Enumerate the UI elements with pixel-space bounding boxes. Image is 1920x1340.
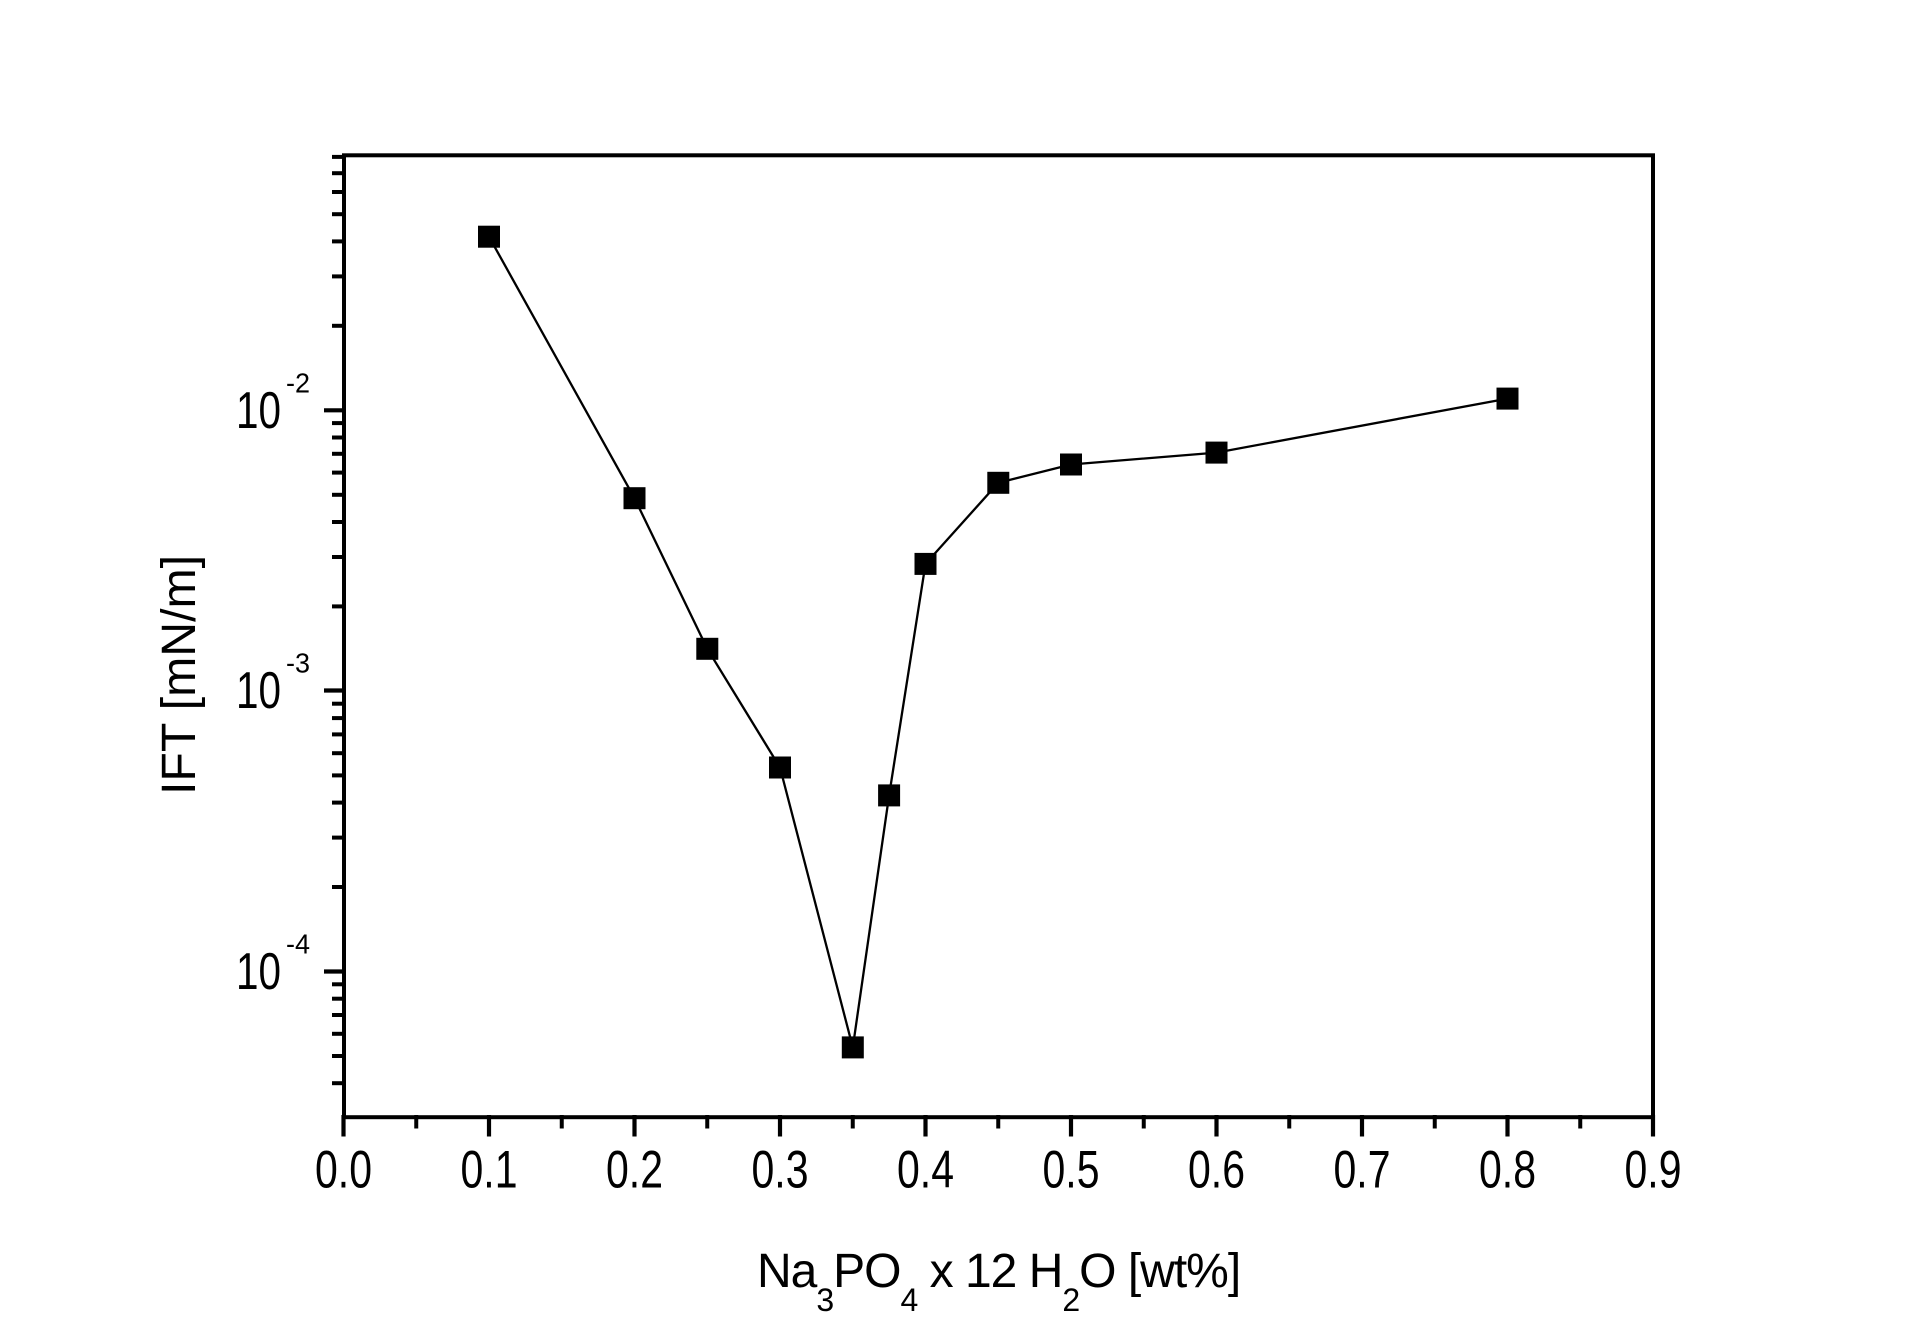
svg-text:0.8: 0.8	[1479, 1141, 1536, 1200]
svg-text:0.9: 0.9	[1625, 1141, 1682, 1200]
svg-text:-3: -3	[286, 648, 310, 679]
svg-text:-4: -4	[286, 929, 310, 960]
svg-text:0.0: 0.0	[315, 1141, 372, 1200]
svg-text:-2: -2	[286, 368, 310, 399]
svg-text:0.1: 0.1	[461, 1141, 518, 1200]
svg-text:10: 10	[236, 381, 281, 439]
svg-text:IFT [mN/m]: IFT [mN/m]	[153, 555, 206, 795]
svg-text:0.7: 0.7	[1334, 1141, 1391, 1200]
svg-text:10: 10	[236, 661, 281, 719]
svg-text:0.4: 0.4	[897, 1141, 954, 1200]
svg-text:0.3: 0.3	[752, 1141, 809, 1200]
svg-text:0.6: 0.6	[1188, 1141, 1245, 1200]
svg-text:0.2: 0.2	[606, 1141, 663, 1200]
svg-text:10: 10	[236, 942, 281, 1000]
svg-text:0.5: 0.5	[1043, 1141, 1100, 1200]
